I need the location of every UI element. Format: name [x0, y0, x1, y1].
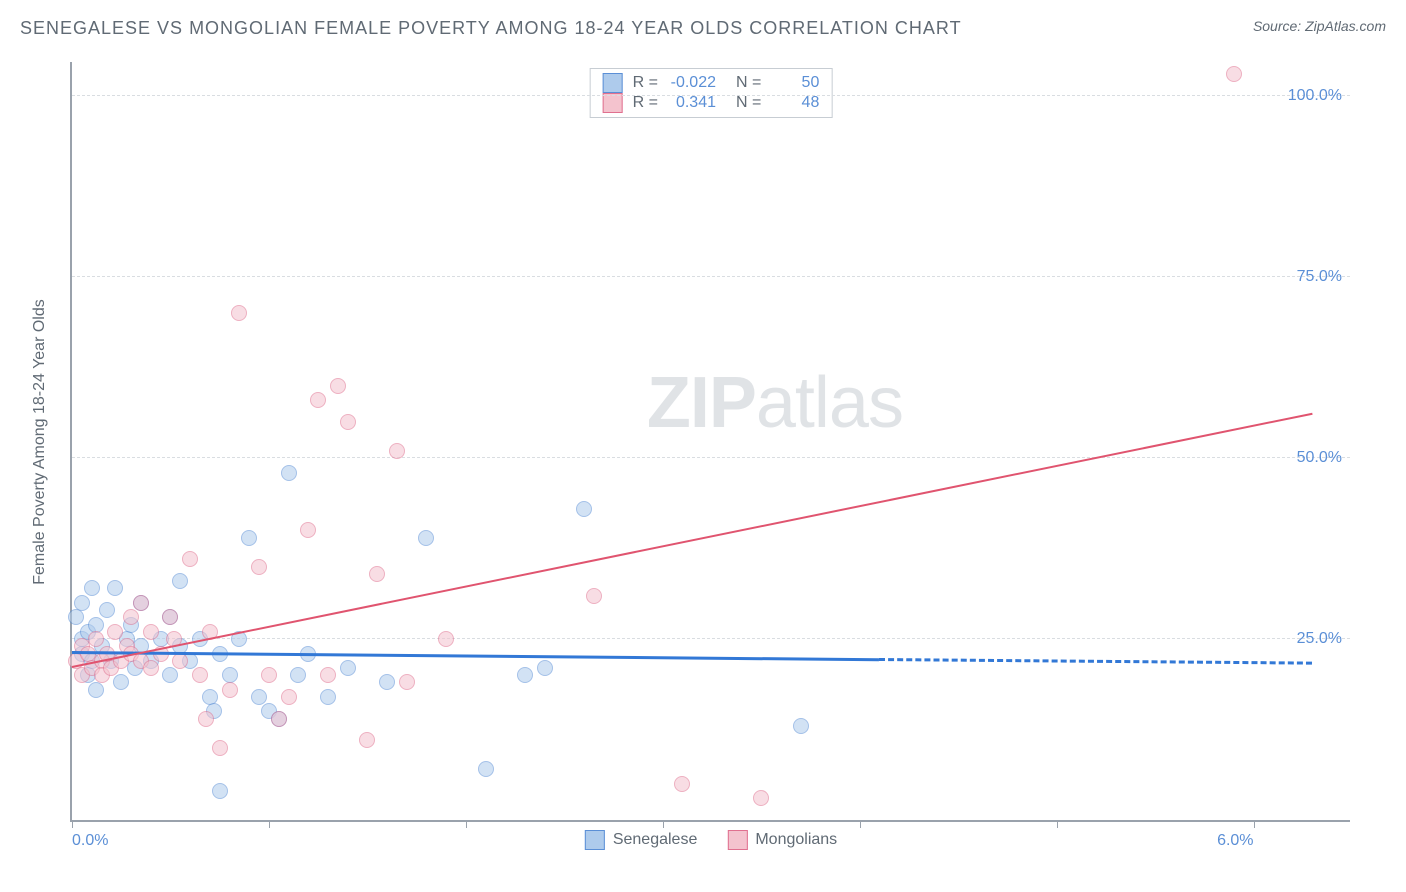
data-point	[340, 414, 356, 430]
data-point	[271, 711, 287, 727]
data-point	[310, 392, 326, 408]
data-point	[241, 530, 257, 546]
data-point	[793, 718, 809, 734]
data-point	[143, 624, 159, 640]
y-tick-label: 100.0%	[1288, 87, 1342, 105]
gridline	[72, 457, 1350, 458]
data-point	[300, 522, 316, 538]
data-point	[290, 667, 306, 683]
data-point	[379, 674, 395, 690]
x-tick	[663, 820, 664, 828]
data-point	[389, 443, 405, 459]
legend-swatch	[727, 830, 747, 850]
data-point	[74, 595, 90, 611]
x-tick	[1057, 820, 1058, 828]
data-point	[192, 667, 208, 683]
n-value: 48	[771, 94, 819, 112]
data-point	[133, 595, 149, 611]
data-point	[369, 566, 385, 582]
chart-title: SENEGALESE VS MONGOLIAN FEMALE POVERTY A…	[20, 18, 962, 39]
data-point	[320, 667, 336, 683]
data-point	[359, 732, 375, 748]
plot-area: ZIPatlas R =-0.022N =50R =0.341N =48 Sen…	[70, 62, 1350, 822]
trend-line	[879, 658, 1312, 665]
data-point	[202, 689, 218, 705]
legend-swatch	[603, 73, 623, 93]
r-value: 0.341	[668, 94, 716, 112]
x-tick	[860, 820, 861, 828]
data-point	[586, 588, 602, 604]
data-point	[674, 776, 690, 792]
data-point	[399, 674, 415, 690]
legend-item: Mongolians	[727, 830, 837, 850]
data-point	[340, 660, 356, 676]
y-tick-label: 75.0%	[1297, 268, 1342, 286]
n-label: N =	[736, 94, 761, 112]
r-label: R =	[633, 94, 658, 112]
data-point	[231, 305, 247, 321]
data-point	[251, 559, 267, 575]
gridline	[72, 276, 1350, 277]
series-legend: Senegalese Mongolians	[585, 830, 837, 850]
data-point	[418, 530, 434, 546]
data-point	[517, 667, 533, 683]
data-point	[88, 682, 104, 698]
data-point	[1226, 66, 1242, 82]
data-point	[113, 674, 129, 690]
x-tick-label: 6.0%	[1217, 832, 1253, 850]
trend-line	[72, 413, 1313, 668]
legend-swatch	[585, 830, 605, 850]
data-point	[212, 740, 228, 756]
data-point	[212, 783, 228, 799]
data-point	[84, 580, 100, 596]
data-point	[182, 551, 198, 567]
data-point	[107, 580, 123, 596]
data-point	[478, 761, 494, 777]
correlation-legend: R = -0.022 N = 50 R = 0.341 N = 48	[590, 68, 833, 118]
y-axis-label: Female Poverty Among 18-24 Year Olds	[31, 299, 49, 585]
data-point	[162, 609, 178, 625]
data-point	[537, 660, 553, 676]
data-point	[320, 689, 336, 705]
data-point	[198, 711, 214, 727]
watermark: ZIPatlas	[647, 362, 903, 444]
data-point	[68, 609, 84, 625]
y-tick-label: 50.0%	[1297, 449, 1342, 467]
gridline	[72, 638, 1350, 639]
y-tick-label: 25.0%	[1297, 630, 1342, 648]
x-tick	[269, 820, 270, 828]
legend-row: R = -0.022 N = 50	[603, 73, 820, 93]
data-point	[251, 689, 267, 705]
legend-label: Mongolians	[755, 831, 837, 849]
data-point	[172, 573, 188, 589]
data-point	[281, 465, 297, 481]
legend-label: Senegalese	[613, 831, 698, 849]
data-point	[261, 667, 277, 683]
r-value: -0.022	[668, 74, 716, 92]
data-point	[330, 378, 346, 394]
data-point	[162, 667, 178, 683]
source-attribution: Source: ZipAtlas.com	[1253, 18, 1386, 34]
r-label: R =	[633, 74, 658, 92]
gridline	[72, 95, 1350, 96]
data-point	[172, 653, 188, 669]
x-tick-label: 0.0%	[72, 832, 108, 850]
data-point	[99, 602, 115, 618]
x-tick	[466, 820, 467, 828]
x-tick	[72, 820, 73, 828]
data-point	[222, 682, 238, 698]
data-point	[576, 501, 592, 517]
data-point	[143, 660, 159, 676]
legend-item: Senegalese	[585, 830, 698, 850]
chart-container: Female Poverty Among 18-24 Year Olds ZIP…	[50, 62, 1350, 822]
data-point	[88, 631, 104, 647]
data-point	[107, 624, 123, 640]
data-point	[753, 790, 769, 806]
x-tick	[1254, 820, 1255, 828]
data-point	[123, 609, 139, 625]
data-point	[281, 689, 297, 705]
n-label: N =	[736, 74, 761, 92]
data-point	[438, 631, 454, 647]
n-value: 50	[771, 74, 819, 92]
